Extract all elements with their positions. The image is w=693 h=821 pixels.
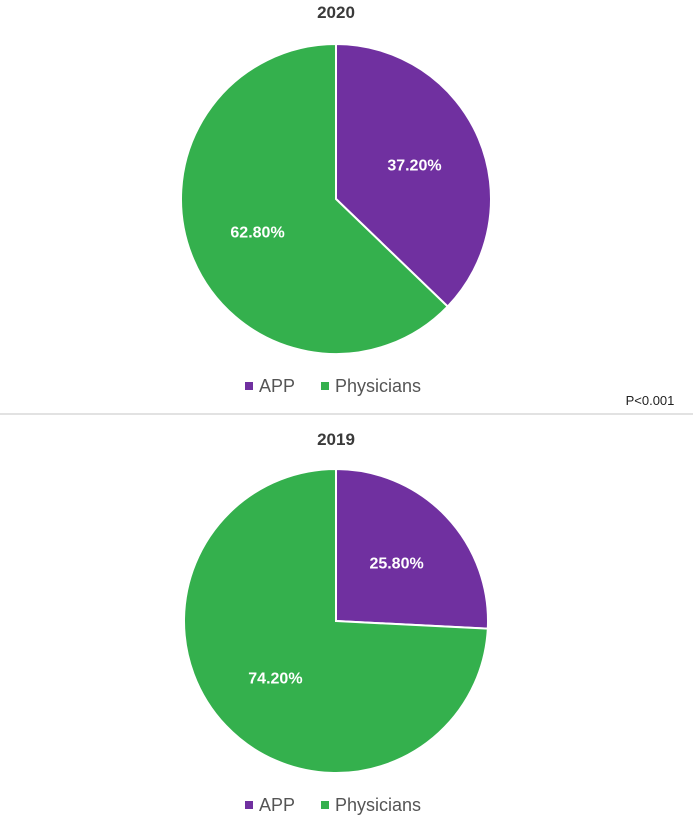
chart-title: 2019 (317, 430, 355, 449)
data-label-app: 37.20% (387, 158, 441, 175)
legend-swatch-physicians (321, 382, 329, 390)
p-value-note: P<0.001 (626, 393, 675, 408)
chart-2020: 2020 37.20% 62.80% APP Physicians (180, 3, 492, 396)
data-label-app: 25.80% (369, 555, 423, 572)
legend-label-app: APP (259, 376, 295, 396)
legend-label-app: APP (259, 795, 295, 815)
legend-label-physicians: Physicians (335, 795, 421, 815)
legend-swatch-physicians (321, 801, 329, 809)
pie-2020-slices: 37.20% 62.80% (180, 42, 492, 355)
pie-slice-physicians (180, 42, 450, 355)
legend-swatch-app (245, 801, 253, 809)
legend-2020: APP Physicians (245, 376, 421, 396)
data-label-physicians: 74.20% (248, 671, 302, 688)
chart-title: 2020 (317, 3, 355, 22)
legend-swatch-app (245, 382, 253, 390)
pie-slice-app (335, 42, 492, 308)
pie-slice-app (335, 467, 489, 630)
pie-slice-physicians (183, 467, 489, 774)
legend-2019: APP Physicians (245, 795, 421, 815)
data-label-physicians: 62.80% (230, 224, 284, 241)
legend-label-physicians: Physicians (335, 376, 421, 396)
pie-2019-slices: 25.80% 74.20% (183, 467, 489, 774)
chart-2019: 2019 25.80% 74.20% APP Physicians (183, 430, 489, 815)
